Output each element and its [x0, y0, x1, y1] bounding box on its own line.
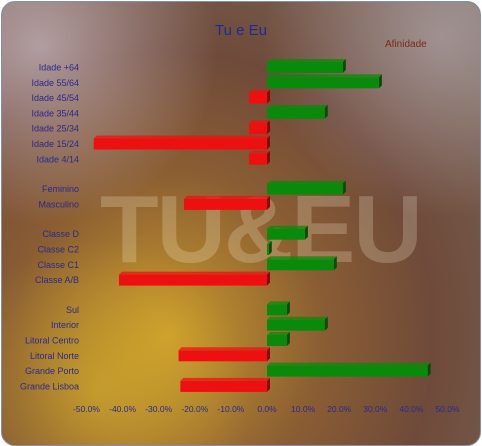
category-label-grande-porto: Grande Porto [25, 366, 79, 376]
bar-classe-c2 [267, 241, 272, 255]
bar-litoral-centro [267, 332, 290, 346]
bar-idade-25-34 [248, 120, 270, 135]
category-label-litoral-norte: Litoral Norte [30, 351, 79, 361]
x-tick-label: 50.0% [435, 404, 460, 414]
bar-interior [267, 316, 328, 331]
category-label-sul: Sul [66, 305, 79, 315]
x-tick-label: 30.0% [363, 404, 388, 414]
category-label-classe-c1: Classe C1 [37, 260, 79, 270]
bar-feminino [267, 180, 346, 195]
category-label-idade-4-14: Idade 4/14 [36, 154, 79, 164]
category-label-classe-d: Classe D [42, 229, 79, 239]
x-tick-label: 20.0% [327, 404, 352, 414]
category-label-idade-45-54: Idade 45/54 [31, 93, 79, 103]
category-label-idade-64: Idade +64 [39, 63, 79, 73]
x-tick-label: -40.0% [109, 404, 136, 414]
category-label-masculino: Masculino [38, 199, 79, 209]
category-label-interior: Interior [51, 320, 79, 330]
x-tick-label: -10.0% [217, 404, 244, 414]
bar-classe-a-b [118, 271, 271, 286]
x-tick-label: 40.0% [399, 404, 424, 414]
bar-sul [267, 301, 290, 316]
bar-classe-d [267, 225, 308, 240]
bar-masculino [183, 195, 270, 210]
x-tick-label: 0.0% [257, 404, 277, 414]
background-watermark: TU&EU [100, 176, 421, 283]
category-label-grande-lisboa: Grande Lisboa [20, 381, 79, 391]
bar-idade-15-24 [93, 135, 270, 150]
bar-idade-55-64 [267, 74, 382, 89]
bar-grande-porto [267, 362, 431, 377]
legend-label: Afinidade [385, 39, 427, 50]
category-label-idade-55-64: Idade 55/64 [31, 78, 79, 88]
x-tick-label: -30.0% [145, 404, 172, 414]
bar-classe-c1 [267, 256, 337, 271]
category-label-idade-35-44: Idade 35/44 [31, 108, 79, 118]
category-label-idade-15-24: Idade 15/24 [31, 139, 79, 149]
bar-idade-4-14 [248, 150, 270, 165]
bar-grande-lisboa [180, 377, 270, 392]
bar-idade-45-54 [248, 89, 270, 104]
x-tick-label: 10.0% [291, 404, 316, 414]
x-tick-label: -20.0% [181, 404, 208, 414]
x-axis-ticks: -50.0% -40.0% -30.0% -20.0% -10.0% 0.0% 10.0% 2… [73, 404, 460, 414]
category-label-classe-c2: Classe C2 [37, 245, 79, 255]
bar-idade-35-44 [267, 104, 328, 119]
chart-title: Tu e Eu [215, 22, 267, 39]
category-label-classe-a-b: Classe A/B [35, 275, 79, 285]
category-label-feminino: Feminino [42, 184, 79, 194]
category-labels: Idade +64 Idade 55/64 Idade 45/54 Idade 35/… [20, 63, 80, 392]
category-label-litoral-centro: Litoral Centro [25, 336, 79, 346]
bar-idade-64 [267, 59, 346, 73]
x-tick-label: -50.0% [73, 404, 100, 414]
bars-layer [93, 59, 431, 392]
category-label-idade-25-34: Idade 25/34 [31, 124, 79, 134]
bar-litoral-norte [178, 347, 270, 362]
